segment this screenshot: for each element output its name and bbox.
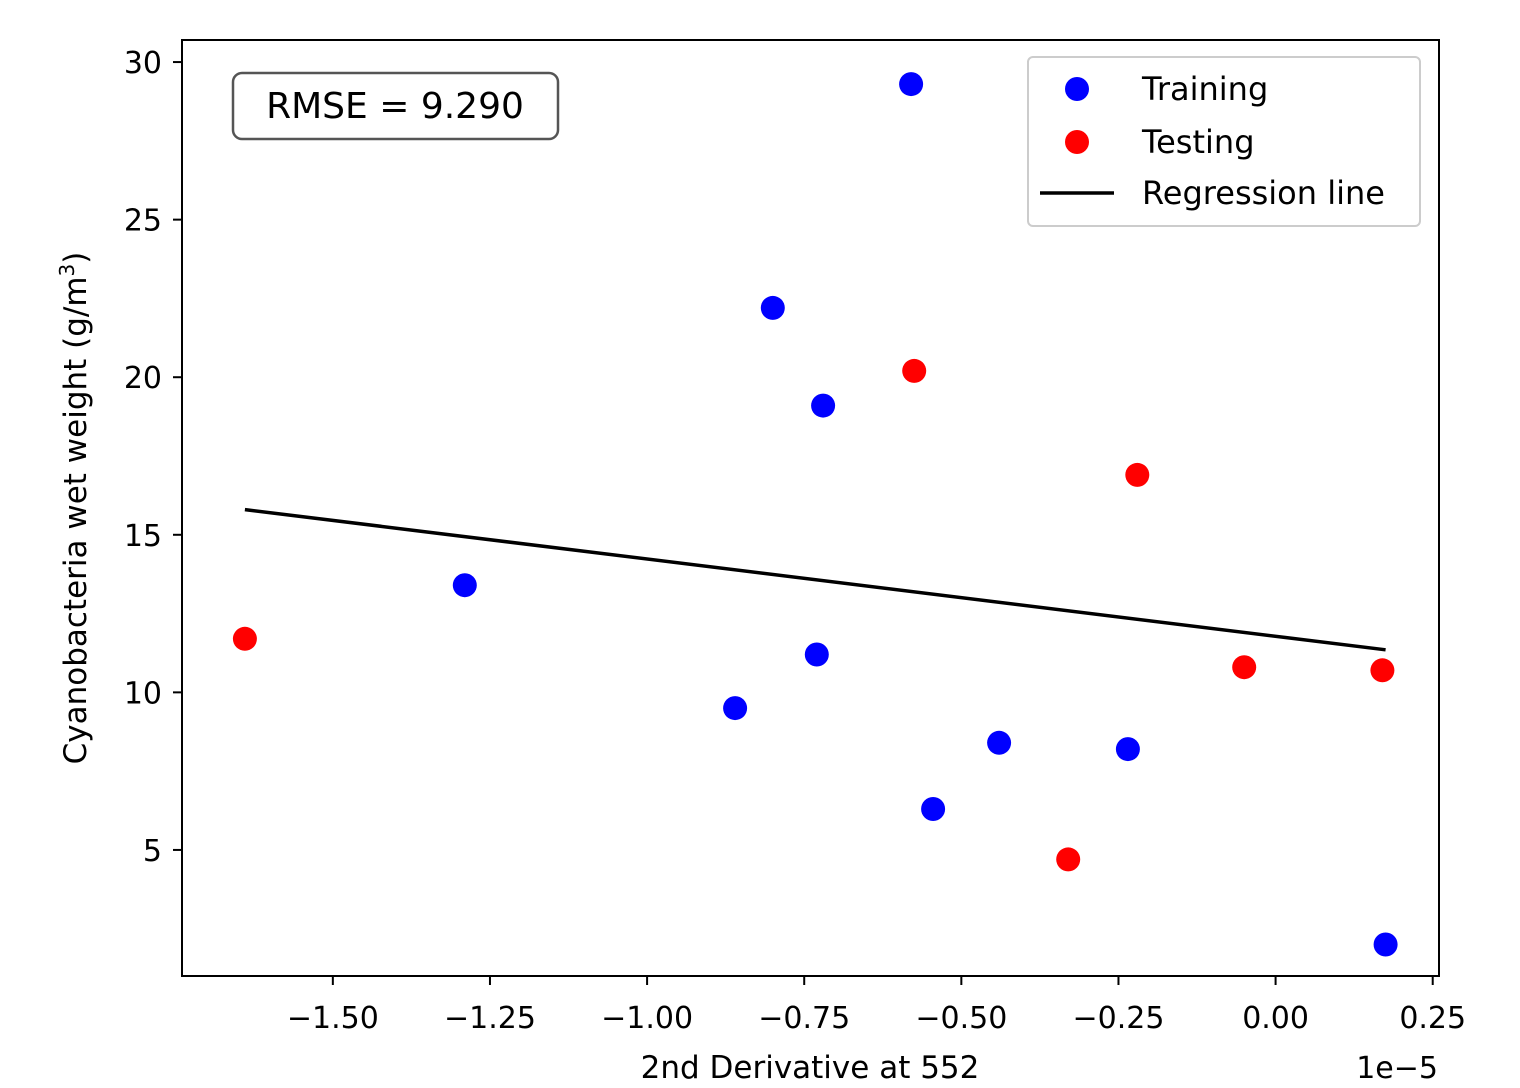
x-tick-label: −0.50 bbox=[915, 1001, 1007, 1036]
testing-point bbox=[902, 358, 927, 383]
y-axis-label-main: Cyanobacteria wet weight (g/m bbox=[58, 276, 94, 764]
x-tick-label: −0.75 bbox=[758, 1001, 850, 1036]
training-point bbox=[1115, 737, 1140, 762]
training-point bbox=[899, 72, 924, 97]
legend-label-training: Training bbox=[1141, 70, 1268, 108]
annotation-text: RMSE = 9.290 bbox=[266, 86, 524, 127]
y-tick-label: 5 bbox=[143, 834, 162, 869]
y-axis-label-superscript: 3 bbox=[55, 264, 79, 277]
legend-marker-testing bbox=[1065, 130, 1089, 154]
y-tick-label: 30 bbox=[124, 46, 162, 81]
x-tick-label: −1.50 bbox=[287, 1001, 379, 1036]
training-point bbox=[760, 295, 785, 320]
legend-label-testing: Testing bbox=[1141, 123, 1255, 161]
rmse-annotation: RMSE = 9.290 bbox=[231, 71, 560, 141]
x-tick-label: −0.25 bbox=[1072, 1001, 1164, 1036]
training-point bbox=[921, 797, 946, 821]
testing-point bbox=[1370, 658, 1395, 683]
testing-point bbox=[1125, 462, 1150, 487]
x-axis-label: 2nd Derivative at 552 bbox=[641, 1050, 980, 1086]
x-tick-label: 0.00 bbox=[1242, 1001, 1309, 1036]
x-tick-label: 0.25 bbox=[1399, 1001, 1466, 1036]
training-point bbox=[987, 730, 1012, 755]
x-axis-ticks: −1.50 −1.25 −1.00 −0.75 −0.50 −0.25 0.00 0.25 bbox=[287, 976, 1466, 1036]
testing-point bbox=[232, 626, 257, 651]
y-axis-ticks: 5 10 15 20 25 30 bbox=[124, 46, 182, 869]
testing-point bbox=[1056, 847, 1081, 872]
legend-label-regression-line: Regression line bbox=[1142, 174, 1385, 212]
y-tick-label: 15 bbox=[124, 519, 162, 554]
regression-line bbox=[244, 507, 1386, 652]
training-point bbox=[452, 573, 477, 598]
y-axis-label: Cyanobacteria wet weight (g/m3) bbox=[55, 252, 94, 765]
training-point bbox=[723, 696, 748, 721]
legend: Training Testing Regression line bbox=[1027, 56, 1421, 227]
legend-frame bbox=[1027, 56, 1421, 227]
x-axis-offset-label: 1e−5 bbox=[1356, 1051, 1438, 1086]
legend-marker-training bbox=[1065, 77, 1089, 101]
training-point bbox=[811, 393, 836, 418]
y-tick-label: 10 bbox=[124, 676, 162, 711]
x-tick-label: −1.00 bbox=[601, 1001, 693, 1036]
y-axis-label-close: ) bbox=[58, 252, 94, 264]
plot-frame bbox=[181, 39, 1440, 977]
annotation-box bbox=[231, 71, 560, 141]
x-tick-label: −1.25 bbox=[444, 1001, 536, 1036]
training-point bbox=[1373, 932, 1398, 957]
training-point bbox=[804, 642, 829, 667]
plot-marks bbox=[232, 72, 1398, 957]
y-tick-label: 20 bbox=[124, 361, 162, 396]
y-tick-label: 25 bbox=[124, 204, 162, 239]
testing-point bbox=[1232, 655, 1257, 680]
